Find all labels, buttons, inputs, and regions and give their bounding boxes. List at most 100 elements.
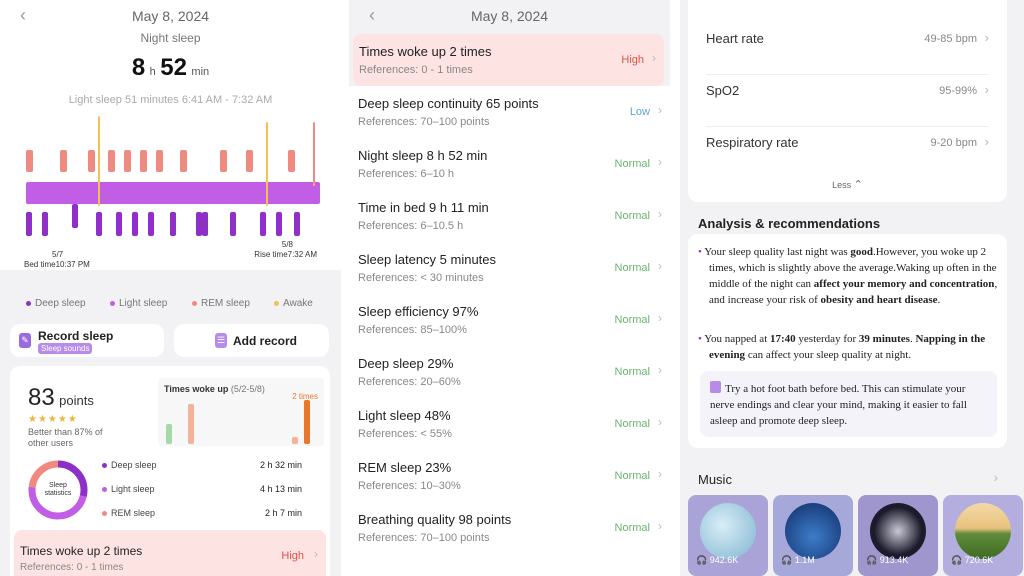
times-woke-up-row[interactable]: Times woke up 2 times References: 0 - 1 … <box>14 530 326 576</box>
deep-sleep-block <box>96 212 102 236</box>
stat-label: Deep sleep <box>111 460 157 470</box>
rem-sleep-block <box>288 150 295 172</box>
rise-time-label: Rise time7:32 AM <box>254 250 317 259</box>
chevron-right-icon: › <box>658 155 662 169</box>
count-value: 1.1M <box>794 555 815 565</box>
sleep-hypnogram[interactable] <box>20 112 320 242</box>
row-status: High <box>281 550 304 562</box>
vital-heart-rate[interactable]: Heart rate 49-85 bpm › <box>706 23 989 75</box>
metric-row-rem-sleep[interactable]: REM sleep 23% References: 10–30% Normal › <box>349 450 670 502</box>
deep-sleep-block <box>260 212 266 236</box>
legend-label: Deep sleep <box>35 298 86 309</box>
music-card-2[interactable]: 🎧 1.1M <box>773 495 853 576</box>
hours-unit: h <box>149 66 156 78</box>
add-record-button[interactable]: ☰ Add record <box>174 324 329 357</box>
text: yesterday for <box>795 333 859 345</box>
music-cover-lighthouse <box>785 503 841 559</box>
tip-note-icon <box>710 381 721 393</box>
bed-date: 5/7 <box>52 250 64 259</box>
deep-sleep-block <box>116 212 122 236</box>
vital-label: Respiratory rate <box>706 135 799 150</box>
record-sleep-button[interactable]: ✎ Record sleep Sleep sounds <box>10 324 164 357</box>
count-value: 720.6K <box>964 555 994 565</box>
back-icon[interactable]: ‹ <box>20 5 26 25</box>
add-note-icon: ☰ <box>215 333 227 348</box>
times-woke-up-mini-chart[interactable]: Times woke up (5/2-5/8) 2 times <box>158 378 324 446</box>
analysis-title: Analysis & recommendations <box>698 216 881 231</box>
stat-dot <box>102 511 107 517</box>
rise-time: 5/8 Rise time7:32 AM <box>254 240 317 260</box>
play-count: 🎧 1.1M <box>781 555 815 566</box>
metric-title: Breathing quality 98 points <box>358 512 512 527</box>
score-value: 83 <box>28 384 55 411</box>
rem-sleep-block <box>140 150 147 172</box>
gap <box>216 204 220 212</box>
headphones-icon: 🎧 <box>696 555 708 565</box>
deep-sleep-dot <box>26 300 31 306</box>
vital-spo2[interactable]: SpO2 95-99% › <box>706 75 989 127</box>
metric-status: High <box>621 54 644 66</box>
sleep-score: 83 points <box>28 384 94 412</box>
deep-sleep-block <box>230 212 236 236</box>
rise-date: 5/8 <box>281 240 293 249</box>
deep-sleep-block <box>170 212 176 236</box>
bed-time-label: Bed time10:37 PM <box>24 260 90 269</box>
metric-row-night-sleep[interactable]: Night sleep 8 h 52 min References: 6–10 h… <box>349 138 670 190</box>
text: .However, you woke up 2 times, which is … <box>709 246 997 290</box>
less-toggle[interactable]: Less ⌃ <box>688 178 1007 191</box>
deep-sleep-block <box>42 212 48 236</box>
mini-range: (5/2-5/8) <box>230 384 265 394</box>
rem-sleep-block <box>88 150 95 172</box>
stat-dot <box>102 463 107 469</box>
metric-reference: References: < 30 minutes <box>358 272 484 284</box>
music-card-4[interactable]: 🎧 720.6K <box>943 495 1023 576</box>
metric-row-sleep-efficiency[interactable]: Sleep efficiency 97% References: 85–100% N… <box>349 294 670 346</box>
metric-reference: References: 85–100% <box>358 324 467 336</box>
record-sleep-label: Record sleep <box>38 329 114 343</box>
donut-label: Sleep statistics <box>44 482 72 497</box>
music-card-3[interactable]: 🎧 913.4K <box>858 495 938 576</box>
metric-title: Deep sleep 29% <box>358 356 454 371</box>
sleep-summary-panel: ‹ May 8, 2024 Night sleep 8 h 52 min Lig… <box>0 0 341 576</box>
metric-reference: References: 10–30% <box>358 480 461 492</box>
metric-status: Normal <box>614 522 650 534</box>
sleep-sounds-badge[interactable]: Sleep sounds <box>38 343 93 354</box>
better-than-text: Better than 87% of other users <box>28 427 103 448</box>
legend-label: Awake <box>283 298 313 309</box>
mini-bars <box>158 378 324 446</box>
music-cover-snowglobe <box>700 503 756 559</box>
back-icon[interactable]: ‹ <box>369 5 375 25</box>
chevron-right-icon[interactable]: › <box>993 469 998 485</box>
metric-status: Normal <box>614 366 650 378</box>
light-sleep-band <box>26 182 320 204</box>
metric-row-time-in-bed[interactable]: Time in bed 9 h 11 min References: 6–10.5… <box>349 190 670 242</box>
awake-line <box>266 122 268 206</box>
sleep-statistics-donut[interactable] <box>26 458 90 522</box>
music-card-1[interactable]: 🎧 942.6K <box>688 495 768 576</box>
vital-respiratory-rate[interactable]: Respiratory rate 9-20 bpm › <box>706 127 989 179</box>
metric-row-light-sleep[interactable]: Light sleep 48% References: < 55% Normal › <box>349 398 670 450</box>
highlight: good <box>850 246 873 258</box>
rem-sleep-block <box>108 150 115 172</box>
mini-bar <box>166 424 172 444</box>
chevron-right-icon: › <box>658 519 662 533</box>
sleep-score-card: 83 points ★★★★★ Better than 87% of other… <box>10 366 330 576</box>
deep-sleep-block <box>132 212 138 236</box>
legend-deep-sleep: Deep sleep <box>26 298 86 309</box>
metric-status: Normal <box>614 210 650 222</box>
vital-label: SpO2 <box>706 83 740 98</box>
tip-text: Try a hot foot bath before bed. This can… <box>710 381 992 429</box>
vital-label: Heart rate <box>706 31 764 46</box>
metric-row-sleep-latency[interactable]: Sleep latency 5 minutes References: < 30 … <box>349 242 670 294</box>
gap <box>52 204 56 212</box>
rem-line <box>313 122 315 184</box>
metric-row-deep-sleep[interactable]: Deep sleep 29% References: 20–60% Normal › <box>349 346 670 398</box>
rem-sleep-block <box>220 150 227 172</box>
metric-row-breathing-quality[interactable]: Breathing quality 98 points References: 7… <box>349 502 670 554</box>
vital-value: 49-85 bpm <box>924 33 977 45</box>
analysis-paragraph-2: • You napped at 17:40 yesterday for 39 m… <box>698 331 998 363</box>
night-sleep-label: Night sleep <box>140 31 201 45</box>
metric-row-deep-sleep-continuity[interactable]: Deep sleep continuity 65 points Reference… <box>349 86 670 138</box>
metric-row-times-woke-up[interactable]: Times woke up 2 times References: 0 - 1 … <box>353 34 664 86</box>
headphones-icon: 🎧 <box>866 555 878 565</box>
